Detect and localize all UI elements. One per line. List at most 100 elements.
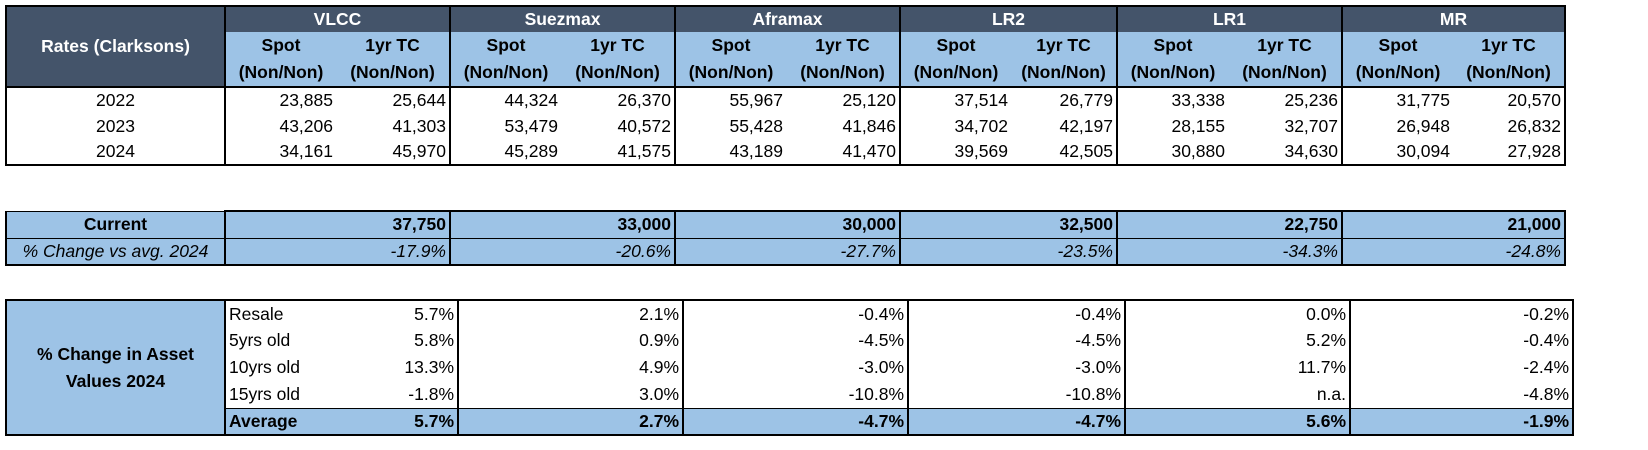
rate-cell: 28,155 bbox=[1171, 115, 1225, 136]
asset-cell: -4.5% bbox=[683, 327, 910, 354]
rate-cell: 25,236 bbox=[1228, 87, 1343, 113]
asset-cell: 5.8% bbox=[303, 327, 460, 354]
current-value: 30,000 bbox=[675, 210, 901, 238]
asset-cell: -0.4% bbox=[1350, 327, 1575, 354]
rate-cell: 34,702 bbox=[954, 115, 1008, 136]
average-cell: -1.9% bbox=[1350, 407, 1575, 436]
change-value: -34.3% bbox=[1117, 237, 1343, 266]
asset-cell: 13.3% bbox=[303, 354, 460, 381]
table-row: 15yrs old -1.8% 3.0% -10.8% -10.8% n.a. … bbox=[6, 381, 1575, 408]
spot-subheader: (Non/Non) bbox=[1342, 59, 1453, 88]
rate-cell: 26,948 bbox=[1396, 115, 1450, 136]
asset-cell: 4.9% bbox=[458, 354, 685, 381]
change-value: -17.9% bbox=[225, 237, 451, 266]
tc-header: 1yr TC bbox=[561, 32, 676, 59]
current-value: 37,750 bbox=[225, 210, 451, 238]
average-cell: -4.7% bbox=[908, 407, 1127, 436]
change-value: -24.8% bbox=[1342, 237, 1566, 266]
spot-subheader: (Non/Non) bbox=[450, 59, 561, 88]
rate-cell: 53,479 bbox=[504, 115, 558, 136]
rate-cell: 45,289 bbox=[450, 139, 561, 166]
tc-subheader: (Non/Non) bbox=[1228, 59, 1343, 88]
vessel-header-lr1: LR1 bbox=[1117, 5, 1343, 32]
asset-values-table: % Change in Asset Values 2024 Resale 5.7… bbox=[5, 299, 1575, 436]
age-label: Resale bbox=[225, 299, 304, 327]
change-value: -27.7% bbox=[675, 237, 901, 266]
tc-header: 1yr TC bbox=[1228, 32, 1343, 59]
vessel-header-mr: MR bbox=[1342, 5, 1566, 32]
tc-subheader: (Non/Non) bbox=[1011, 59, 1118, 88]
rate-cell: 44,324 bbox=[504, 90, 558, 110]
tc-subheader: (Non/Non) bbox=[336, 59, 451, 88]
vessel-header-suezmax: Suezmax bbox=[450, 5, 676, 32]
rate-cell: 55,967 bbox=[729, 90, 783, 110]
current-value: 33,000 bbox=[450, 210, 676, 238]
rate-cell: 20,570 bbox=[1453, 87, 1566, 113]
rate-cell: 43,189 bbox=[675, 139, 786, 166]
spot-header: Spot bbox=[900, 32, 1011, 59]
year-label: 2022 bbox=[5, 87, 226, 113]
tc-subheader: (Non/Non) bbox=[561, 59, 676, 88]
current-table: Current 37,750 33,000 30,000 32,500 22,7… bbox=[5, 210, 1566, 266]
asset-cell: -3.0% bbox=[908, 354, 1127, 381]
rate-cell: 45,970 bbox=[336, 139, 451, 166]
rates-title: Rates (Clarksons) bbox=[5, 5, 226, 88]
rate-cell: 33,338 bbox=[1171, 90, 1225, 110]
rate-cell: 26,779 bbox=[1011, 87, 1118, 113]
tc-subheader: (Non/Non) bbox=[1453, 59, 1566, 88]
table-row: 10yrs old 13.3% 4.9% -3.0% -3.0% 11.7% -… bbox=[6, 354, 1575, 381]
tc-header: 1yr TC bbox=[1011, 32, 1118, 59]
spot-subheader: (Non/Non) bbox=[225, 59, 336, 88]
rate-cell: 32,707 bbox=[1228, 113, 1343, 139]
asset-cell: 11.7% bbox=[1125, 354, 1352, 381]
spot-header: Spot bbox=[1342, 32, 1453, 59]
asset-cell: 2.1% bbox=[458, 299, 685, 327]
rate-cell: 39,569 bbox=[900, 139, 1011, 166]
rates-table: Rates (Clarksons) VLCC Suezmax Aframax L… bbox=[5, 5, 1566, 166]
asset-cell: -10.8% bbox=[683, 381, 910, 408]
spot-subheader: (Non/Non) bbox=[675, 59, 786, 88]
asset-cell: n.a. bbox=[1125, 381, 1352, 408]
rate-cell: 31,775 bbox=[1396, 90, 1450, 110]
asset-cell: -3.0% bbox=[683, 354, 910, 381]
average-cell: 2.7% bbox=[458, 407, 685, 436]
table-row: 2023 43,206 41,303 53,479 40,572 55,428 … bbox=[5, 113, 1566, 139]
rate-cell: 41,303 bbox=[336, 113, 451, 139]
average-row: Average 5.7% 2.7% -4.7% -4.7% 5.6% -1.9% bbox=[6, 407, 1575, 436]
table-row: % Change in Asset Values 2024 Resale 5.7… bbox=[5, 299, 1575, 436]
current-value: 22,750 bbox=[1117, 210, 1343, 238]
spot-header: Spot bbox=[1117, 32, 1228, 59]
spot-header: Spot bbox=[450, 32, 561, 59]
asset-title-line2: Values 2024 bbox=[65, 370, 166, 391]
rate-cell: 26,832 bbox=[1453, 113, 1566, 139]
asset-cell: -4.5% bbox=[908, 327, 1127, 354]
table-row: 2024 34,161 45,970 45,289 41,575 43,189 … bbox=[5, 139, 1566, 166]
age-label: 15yrs old bbox=[229, 383, 301, 404]
asset-cell: -0.2% bbox=[1350, 299, 1575, 327]
rate-cell: 43,206 bbox=[279, 115, 333, 136]
tc-header: 1yr TC bbox=[786, 32, 901, 59]
average-cell: -4.7% bbox=[683, 407, 910, 436]
spot-subheader: (Non/Non) bbox=[1117, 59, 1228, 88]
vessel-header-vlcc: VLCC bbox=[225, 5, 451, 32]
vessel-header-lr2: LR2 bbox=[900, 5, 1118, 32]
year-label: 2023 bbox=[5, 113, 226, 139]
asset-cell: -0.4% bbox=[908, 299, 1127, 327]
rate-cell: 25,644 bbox=[336, 87, 451, 113]
current-label: Current bbox=[5, 210, 226, 238]
current-value: 21,000 bbox=[1342, 210, 1566, 238]
asset-cell: -4.8% bbox=[1350, 381, 1575, 408]
table-row: 5yrs old 5.8% 0.9% -4.5% -4.5% 5.2% -0.4… bbox=[6, 327, 1575, 354]
average-cell: 5.7% bbox=[303, 407, 460, 436]
asset-cell: -0.4% bbox=[683, 299, 910, 327]
rate-cell: 42,505 bbox=[1011, 139, 1118, 166]
rate-cell: 42,197 bbox=[1011, 113, 1118, 139]
asset-cell: 5.7% bbox=[303, 299, 460, 327]
change-label: % Change vs avg. 2024 bbox=[5, 237, 226, 266]
rate-cell: 37,514 bbox=[954, 90, 1008, 110]
asset-cell: 5.2% bbox=[1125, 327, 1352, 354]
rate-cell: 55,428 bbox=[729, 115, 783, 136]
rate-cell: 41,575 bbox=[561, 139, 676, 166]
age-label: 10yrs old bbox=[229, 357, 301, 377]
tc-header: 1yr TC bbox=[336, 32, 451, 59]
